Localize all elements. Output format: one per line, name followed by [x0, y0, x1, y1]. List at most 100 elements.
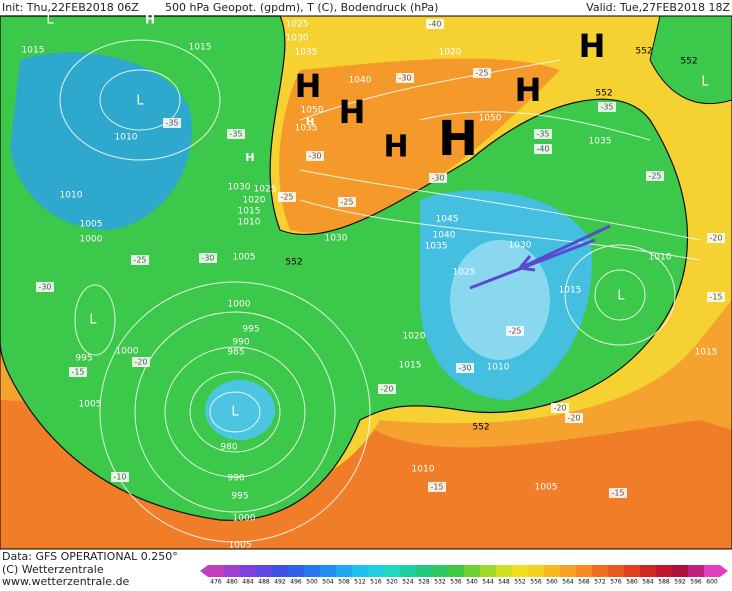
colorbar-swatch	[624, 565, 640, 577]
colorbar-label: 516	[370, 579, 382, 586]
temperature-label: -30	[201, 254, 214, 263]
colorbar-swatch	[320, 565, 336, 577]
low-pressure-center: L	[617, 289, 625, 304]
high-pressure-center: H	[145, 13, 155, 27]
colorbar-swatch	[576, 565, 592, 577]
colorbar-label: 572	[594, 579, 606, 586]
temperature-box	[707, 233, 725, 243]
height-label: 552	[635, 47, 652, 57]
colorbar-swatch	[304, 565, 320, 577]
temperature-label: -20	[567, 414, 580, 423]
colorbar-label: 600	[706, 579, 718, 586]
init-time: Init: Thu,22FEB2018 06Z	[2, 1, 139, 14]
pressure-label: 1015	[238, 207, 261, 217]
colorbar-swatch	[640, 565, 656, 577]
temperature-box	[456, 363, 474, 373]
colorbar-swatch	[256, 565, 272, 577]
temperature-box	[163, 118, 181, 128]
pressure-label: 985	[227, 348, 244, 358]
atlantic-low-core	[205, 380, 275, 440]
colorbar-label: 504	[322, 579, 334, 586]
pressure-label: 1025	[254, 185, 277, 195]
colorbar-swatch	[448, 565, 464, 577]
temperature-label: -35	[600, 103, 613, 112]
pressure-label: 1015	[189, 43, 212, 53]
colorbar-swatch	[464, 565, 480, 577]
high-pressure-center: H	[245, 151, 254, 164]
pressure-label: 995	[242, 325, 259, 335]
map	[0, 15, 732, 550]
pressure-label: 1050	[301, 106, 324, 116]
temperature-box	[306, 151, 324, 161]
high-pressure-center: H	[383, 130, 408, 165]
temperature-label: -20	[134, 358, 147, 367]
temperature-label: -30	[38, 283, 51, 292]
colorbar-swatch	[288, 565, 304, 577]
pressure-label: 1005	[233, 253, 256, 263]
temperature-box	[506, 326, 524, 336]
colorbar-swatch	[688, 565, 704, 577]
colorbar-label: 508	[338, 579, 350, 586]
pressure-label: 1015	[559, 286, 582, 296]
colorbar-swatch	[608, 565, 624, 577]
low-pressure-center: L	[136, 94, 144, 109]
colorbar-label: 544	[482, 579, 494, 586]
colorbar-swatch	[400, 565, 416, 577]
website: www.wetterzentrale.de	[2, 575, 130, 587]
pressure-label: 1010	[649, 253, 672, 263]
pressure-label: 1035	[295, 124, 318, 134]
colorbar-swatch	[704, 565, 720, 577]
colorbar-label: 500	[306, 579, 318, 586]
colorbar-swatch	[512, 565, 528, 577]
temperature-label: -35	[165, 119, 178, 128]
temperature-label: -25	[475, 69, 488, 78]
low-pressure-center: L	[701, 75, 709, 90]
colorbar-label: 552	[514, 579, 526, 586]
pressure-label: 995	[231, 492, 248, 502]
colorbar-swatch	[528, 565, 544, 577]
pressure-label: 995	[75, 354, 92, 364]
temperature-label: -40	[536, 145, 549, 154]
low-pressure-center: L	[231, 405, 239, 420]
pressure-label: 1020	[243, 196, 266, 206]
high-pressure-center: H	[306, 117, 314, 128]
temperature-box	[426, 19, 444, 29]
colorbar-label: 476	[210, 579, 222, 586]
temperature-label: -30	[458, 364, 471, 373]
colorbar-label: 560	[546, 579, 558, 586]
temperature-label: -20	[553, 404, 566, 413]
temperature-label: -15	[430, 483, 443, 492]
temperature-label: -25	[340, 198, 353, 207]
pressure-label: 1030	[509, 241, 532, 251]
pressure-label: 1010	[487, 363, 510, 373]
colorbar-label: 580	[626, 579, 638, 586]
colorbar-label: 556	[530, 579, 542, 586]
colorbar-swatch	[432, 565, 448, 577]
temperature-box	[378, 384, 396, 394]
temperature-box	[609, 488, 627, 498]
europe-core	[450, 240, 550, 360]
pressure-label: 1025	[453, 268, 476, 278]
low-pressure-center: L	[46, 13, 54, 28]
height-label: 552	[472, 423, 489, 433]
colorbar-label: 584	[642, 579, 654, 586]
temperature-label: -35	[229, 130, 242, 139]
colorbar: 476 480 484 488 492 496 500 504 508 512 516 520 524 5…	[200, 565, 728, 586]
pressure-label: 1005	[79, 400, 102, 410]
pressure-label: 1005	[535, 483, 558, 493]
pressure-label: 1010	[238, 218, 261, 228]
colorbar-label: 512	[354, 579, 366, 586]
colorbar-label: 540	[466, 579, 478, 586]
pressure-label: 1035	[295, 48, 318, 58]
high-pressure-center: H	[295, 67, 322, 105]
temperature-label: -25	[133, 256, 146, 265]
temperature-box	[565, 413, 583, 423]
height-label: 552	[595, 89, 612, 99]
colorbar-swatch	[592, 565, 608, 577]
high-pressure-center: H	[515, 71, 542, 109]
temperature-box	[473, 68, 491, 78]
pressure-label: 1015	[22, 46, 45, 56]
map-title: 500 hPa Geopot. (gpdm), T (C), Bodendruc…	[165, 1, 438, 14]
colorbar-label: 528	[418, 579, 430, 586]
